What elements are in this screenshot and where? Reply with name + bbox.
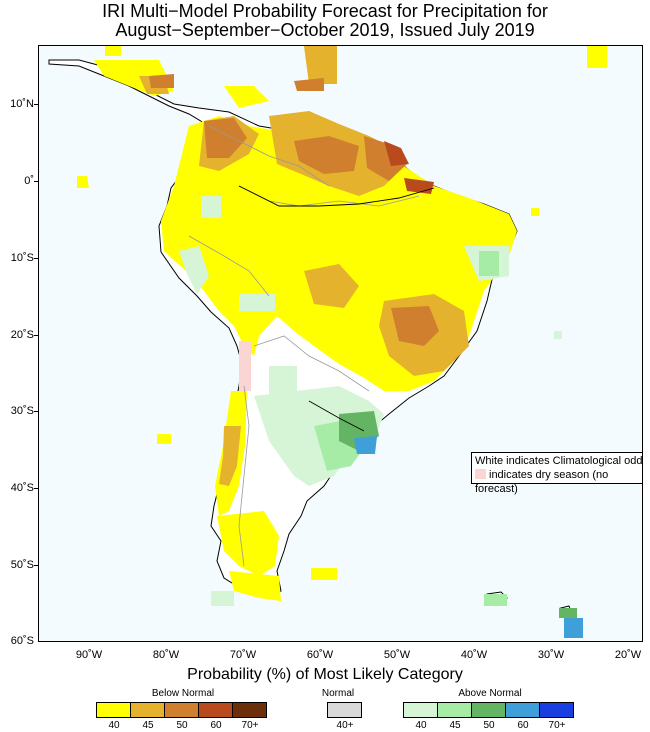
normal-value-40: 40+ bbox=[336, 720, 354, 731]
lat-tick bbox=[34, 565, 38, 566]
above-value-50: 50 bbox=[483, 720, 495, 731]
lon-label-80w: 80˚W bbox=[152, 649, 180, 661]
note-line2: indicates dry season (no forecast) bbox=[475, 469, 609, 495]
above-swatch-70 bbox=[539, 702, 574, 718]
lat-tick bbox=[34, 335, 38, 336]
normal-swatch-40 bbox=[327, 702, 362, 718]
lon-label-40w: 40˚W bbox=[460, 649, 488, 661]
dry-season-swatch bbox=[475, 469, 486, 479]
lat-tick bbox=[34, 181, 38, 182]
below-swatch-60 bbox=[198, 702, 233, 718]
lat-label-40s: 40˚S bbox=[10, 482, 34, 494]
above-value-45: 45 bbox=[449, 720, 461, 731]
below-swatch-70 bbox=[232, 702, 267, 718]
above-swatch-50 bbox=[471, 702, 506, 718]
below-value-60: 60 bbox=[210, 720, 222, 731]
above-swatch-45 bbox=[437, 702, 472, 718]
below-value-50: 50 bbox=[176, 720, 188, 731]
map-title-line1: IRI Multi−Model Probability Forecast for… bbox=[102, 1, 548, 21]
lat-label-10n: 10˚N bbox=[10, 98, 34, 110]
legend-title: Probability (%) of Most Likely Category bbox=[187, 666, 463, 683]
forecast-map: White indicates Climatological odds indi… bbox=[38, 45, 643, 642]
lat-tick bbox=[34, 411, 38, 412]
country-borders bbox=[188, 125, 420, 567]
below-swatch-50 bbox=[164, 702, 199, 718]
above-swatch-40 bbox=[403, 702, 438, 718]
above-normal-60-regions bbox=[354, 436, 583, 638]
note-line1: White indicates Climatological odds bbox=[475, 455, 643, 467]
lon-label-90w: 90˚W bbox=[75, 649, 103, 661]
country-borders-black bbox=[238, 185, 435, 432]
lat-label-30s: 30˚S bbox=[10, 405, 34, 417]
above-value-60: 60 bbox=[517, 720, 529, 731]
forecast-map-svg bbox=[48, 46, 607, 638]
below-normal-label: Below Normal bbox=[151, 688, 215, 699]
lon-label-30w: 30˚W bbox=[537, 649, 565, 661]
above-normal-swatches bbox=[403, 702, 574, 718]
below-normal-swatches bbox=[96, 702, 267, 718]
above-value-70: 70+ bbox=[548, 720, 566, 731]
dry-season-region bbox=[239, 341, 251, 391]
above-normal-label: Above Normal bbox=[458, 688, 522, 699]
climatological-odds-note: White indicates Climatological odds indi… bbox=[471, 452, 643, 495]
below-value-45: 45 bbox=[142, 720, 154, 731]
lon-label-50w: 50˚W bbox=[383, 649, 411, 661]
lat-tick bbox=[34, 104, 38, 105]
lon-label-60w: 60˚W bbox=[306, 649, 334, 661]
below-value-40: 40 bbox=[108, 720, 120, 731]
lon-label-70w: 70˚W bbox=[229, 649, 257, 661]
below-value-70: 70+ bbox=[241, 720, 259, 731]
lat-label-0: 0˚ bbox=[24, 175, 34, 187]
lat-label-50s: 50˚S bbox=[10, 559, 34, 571]
below-swatch-45 bbox=[130, 702, 165, 718]
lat-tick bbox=[34, 258, 38, 259]
lon-label-20w: 20˚W bbox=[614, 649, 642, 661]
lat-tick bbox=[34, 488, 38, 489]
below-swatch-40 bbox=[96, 702, 131, 718]
lat-label-60s: 60˚S bbox=[10, 635, 34, 647]
lat-label-10s: 10˚S bbox=[10, 252, 34, 264]
map-title-line2: August−September−October 2019, Issued Ju… bbox=[115, 20, 535, 40]
normal-label: Normal bbox=[321, 688, 355, 699]
above-value-40: 40 bbox=[415, 720, 427, 731]
normal-swatches bbox=[327, 702, 362, 718]
above-swatch-60 bbox=[505, 702, 540, 718]
lat-label-20s: 20˚S bbox=[10, 329, 34, 341]
below-normal-50-regions bbox=[149, 74, 439, 346]
